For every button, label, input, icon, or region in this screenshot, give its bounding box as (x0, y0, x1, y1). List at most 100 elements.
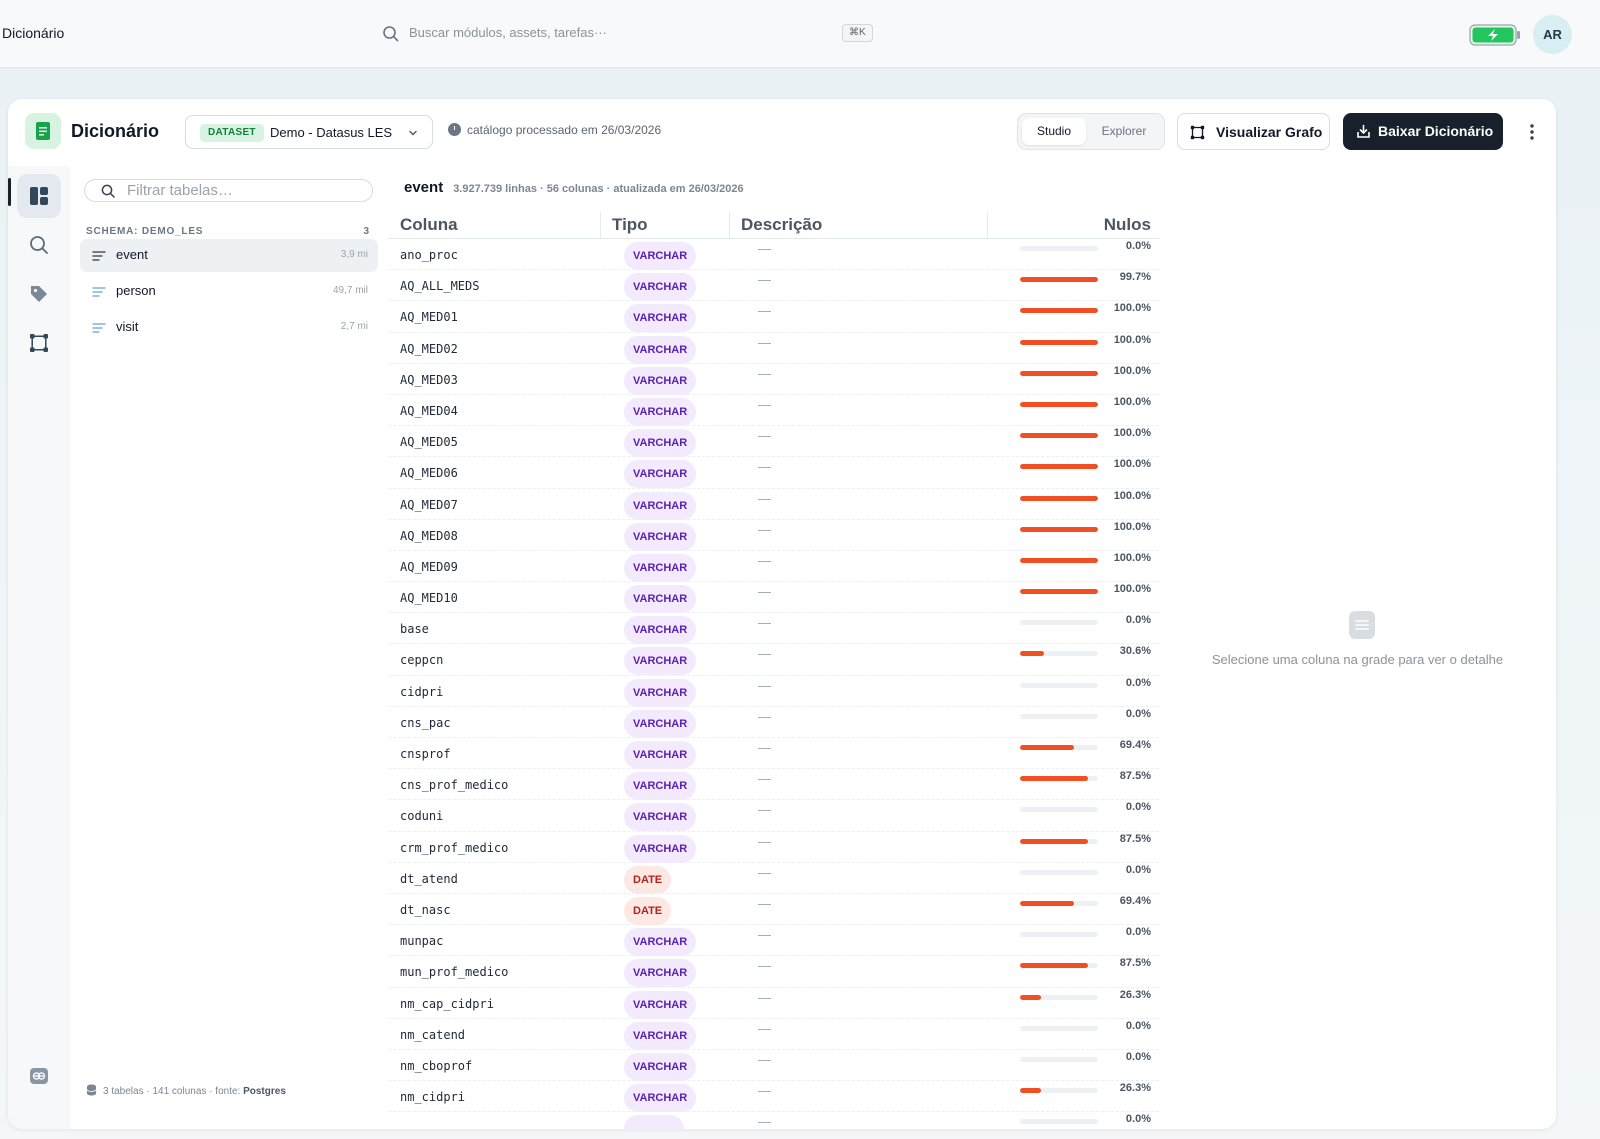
table-row[interactable]: AQ_MED01 VARCHAR — 100.0% (388, 301, 1159, 333)
rail-search[interactable] (17, 223, 61, 267)
type-badge: VARCHAR (624, 304, 697, 333)
table-item-person[interactable]: person 49,7 mil (80, 275, 378, 308)
nulls-percent: 100.0% (1113, 333, 1151, 346)
type-badge: VARCHAR (624, 959, 697, 988)
graph-icon (30, 334, 48, 352)
nulls-bar (1020, 401, 1098, 407)
table-row[interactable]: crm_prof_medico VARCHAR — 87.5% (388, 832, 1159, 863)
nulls-bar (1020, 370, 1098, 376)
more-options-icon[interactable] (1528, 123, 1536, 141)
table-row[interactable]: — 0.0% (388, 1112, 1159, 1129)
table-size: 49,7 mil (332, 285, 368, 296)
header-description[interactable]: Descrição (741, 215, 823, 234)
column-name: AQ_ALL_MEDS (400, 279, 480, 294)
nulls-percent: 99.7% (1119, 271, 1151, 284)
search-placeholder[interactable]: Buscar módulos, assets, tarefas··· (409, 25, 607, 40)
document-icon (1349, 611, 1375, 639)
column-name: AQ_MED01 (400, 310, 458, 325)
type-badge (624, 1115, 684, 1129)
nulls-bar-fill (1020, 1088, 1041, 1094)
rail-layout[interactable] (17, 174, 61, 218)
column-description: — (758, 771, 771, 787)
table-row[interactable]: AQ_MED08 VARCHAR — 100.0% (388, 520, 1159, 551)
nulls-bar (1020, 1119, 1098, 1125)
download-icon (1357, 124, 1370, 138)
grid-table-name: event (404, 179, 444, 196)
table-size: 2,7 mi (340, 321, 368, 332)
table-row[interactable]: dt_nasc DATE — 69.4% (388, 894, 1159, 926)
graph-icon (1190, 125, 1205, 140)
table-filter-input[interactable]: Filtrar tabelas… (84, 179, 373, 202)
grid-title: event 3.927.739 linhas · 56 colunas · atu… (404, 179, 744, 197)
table-filter-placeholder[interactable]: Filtrar tabelas… (127, 182, 233, 199)
table-row[interactable]: AQ_MED02 VARCHAR — 100.0% (388, 333, 1159, 364)
schema-count: 3 (363, 226, 369, 237)
search-icon (383, 26, 399, 42)
header-nulls[interactable]: Nulos (1103, 215, 1151, 234)
table-row[interactable]: mun_prof_medico VARCHAR — 87.5% (388, 956, 1159, 988)
processed-text: catálogo processado em 26/03/2026 (467, 123, 662, 137)
nulls-percent: 87.5% (1119, 957, 1151, 970)
table-row[interactable]: cidpri VARCHAR — 0.0% (388, 676, 1159, 707)
type-badge: VARCHAR (624, 741, 697, 769)
nulls-percent: 100.0% (1113, 364, 1151, 377)
table-row[interactable]: AQ_MED05 VARCHAR — 100.0% (388, 426, 1159, 458)
table-item-event[interactable]: event 3,9 mi (80, 239, 378, 272)
table-row[interactable]: AQ_MED04 VARCHAR — 100.0% (388, 395, 1159, 427)
table-row[interactable]: coduni VARCHAR — 0.0% (388, 800, 1159, 832)
nulls-bar (1020, 495, 1098, 501)
type-badge: VARCHAR (624, 1052, 697, 1081)
column-description: — (758, 1020, 771, 1036)
table-row[interactable]: cns_pac VARCHAR — 0.0% (388, 707, 1159, 738)
dataset-select[interactable]: DATASET Demo - Datasus LES (185, 115, 433, 149)
table-row[interactable]: AQ_MED06 VARCHAR — 100.0% (388, 457, 1159, 489)
column-description: — (758, 1051, 771, 1067)
chevron-down-icon (409, 130, 417, 136)
rail-graph[interactable] (17, 321, 61, 365)
nulls-bar-fill (1020, 963, 1089, 969)
view-graph-button[interactable]: Visualizar Grafo (1177, 113, 1330, 150)
table-row[interactable]: dt_atend DATE — 0.0% (388, 863, 1159, 894)
table-row[interactable]: AQ_MED07 VARCHAR — 100.0% (388, 489, 1159, 520)
schema-header: SCHEMA: DEMO_LES 3 (86, 226, 369, 237)
table-row[interactable]: nm_catend VARCHAR — 0.0% (388, 1019, 1159, 1050)
battery-icon (1469, 24, 1520, 46)
type-badge: VARCHAR (624, 616, 697, 645)
column-description: — (758, 1083, 771, 1099)
table-row[interactable]: base VARCHAR — 0.0% (388, 613, 1159, 645)
type-badge: VARCHAR (624, 990, 697, 1019)
table-row[interactable]: munpac VARCHAR — 0.0% (388, 925, 1159, 957)
table-row[interactable]: nm_cboprof VARCHAR — 0.0% (388, 1050, 1159, 1082)
view-studio[interactable]: Studio (1022, 118, 1086, 145)
avatar[interactable]: AR (1533, 15, 1572, 54)
header-type[interactable]: Tipo (612, 215, 648, 234)
nulls-bar-fill (1020, 464, 1098, 470)
column-description: — (758, 833, 771, 849)
detail-empty-text: Selecione uma coluna na grade para ver o… (1211, 652, 1504, 667)
view-explorer[interactable]: Explorer (1101, 124, 1147, 138)
header-column[interactable]: Coluna (400, 215, 458, 234)
download-dictionary-button[interactable]: Baixar Dicionário (1343, 113, 1503, 150)
table-row[interactable]: AQ_MED09 VARCHAR — 100.0% (388, 551, 1159, 583)
table-item-visit[interactable]: visit 2,7 mi (80, 311, 378, 344)
column-description: — (758, 927, 771, 943)
tables-footer-source: Postgres (243, 1086, 286, 1097)
table-row[interactable]: cnsprof VARCHAR — 69.4% (388, 738, 1159, 770)
search-icon (30, 236, 48, 254)
table-row[interactable]: AQ_MED10 VARCHAR — 100.0% (388, 582, 1159, 614)
nulls-bar (1020, 869, 1098, 875)
rail-link[interactable] (17, 1054, 61, 1098)
rail-tags[interactable] (17, 272, 61, 316)
table-row[interactable]: AQ_MED03 VARCHAR — 100.0% (388, 364, 1159, 395)
nulls-bar (1020, 464, 1098, 470)
table-row[interactable]: cns_prof_medico VARCHAR — 87.5% (388, 769, 1159, 801)
table-row[interactable]: nm_cap_cidpri VARCHAR — 26.3% (388, 988, 1159, 1019)
nulls-percent: 0.0% (1125, 801, 1151, 814)
table-row[interactable]: nm_cidpri VARCHAR — 26.3% (388, 1081, 1159, 1113)
table-row[interactable]: ano_proc VARCHAR — 0.0% (388, 239, 1159, 271)
type-badge: VARCHAR (624, 1084, 697, 1113)
table-row[interactable]: ceppcn VARCHAR — 30.6% (388, 644, 1159, 676)
table-row[interactable]: AQ_ALL_MEDS VARCHAR — 99.7% (388, 270, 1159, 302)
column-name: nm_cboprof (400, 1058, 473, 1073)
global-search[interactable]: Buscar módulos, assets, tarefas··· ⌘K (380, 22, 873, 46)
